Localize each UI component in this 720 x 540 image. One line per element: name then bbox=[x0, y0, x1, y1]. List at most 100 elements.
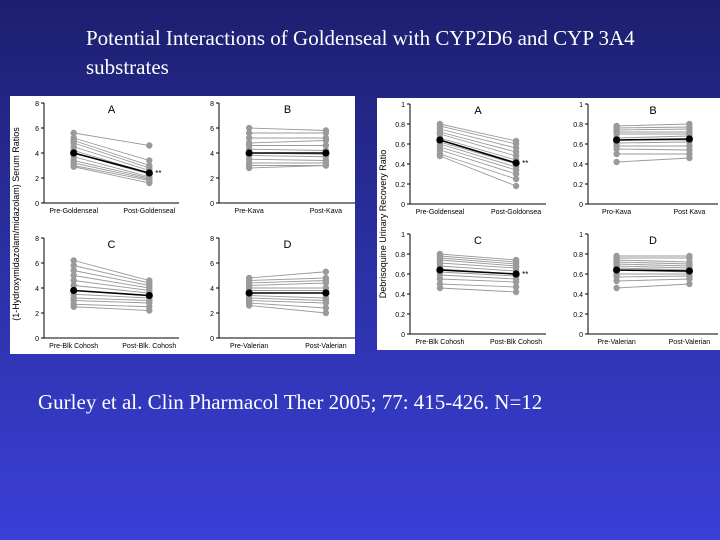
subject-line bbox=[73, 297, 150, 301]
mean-point-post bbox=[322, 289, 330, 297]
mean-point-pre bbox=[436, 136, 444, 144]
panel-b: 0 0.2 0.4 0.6 0.8 1 Pro-Kava Post Kava B bbox=[573, 102, 718, 216]
subject-point-post bbox=[322, 279, 330, 287]
subject-line bbox=[439, 265, 517, 272]
subject-line bbox=[73, 303, 150, 308]
subject-line bbox=[439, 257, 517, 265]
y-tick-label: 0.2 bbox=[395, 312, 405, 319]
y-tick-label: 0.6 bbox=[573, 142, 583, 149]
mean-line bbox=[73, 152, 150, 174]
mean-point-post bbox=[685, 135, 693, 143]
figure-left-chart: (1-Hydroxymidazolam/midazolam) Serum Rat… bbox=[11, 101, 355, 350]
x-category-label: Post-Valerian bbox=[669, 339, 711, 346]
y-tick-label: 0.2 bbox=[395, 182, 405, 189]
y-tick-label: 8 bbox=[210, 236, 214, 243]
subject-point-pre bbox=[245, 164, 253, 172]
y-tick-label: 1 bbox=[579, 102, 583, 109]
panel-c: 0 2 4 6 8 Pre-Blk Cohosh Post-Blk. Cohosh C bbox=[35, 236, 179, 350]
subject-point-pre bbox=[70, 262, 77, 269]
x-category-label: Post-Goldenseal bbox=[123, 208, 175, 215]
subject-point-pre bbox=[70, 277, 77, 284]
subject-point-post bbox=[146, 157, 153, 164]
subject-line bbox=[616, 265, 690, 269]
subject-line bbox=[249, 158, 326, 161]
subject-line bbox=[439, 128, 517, 149]
y-tick-label: 1 bbox=[579, 232, 583, 239]
subject-line bbox=[616, 123, 690, 127]
subject-line bbox=[249, 282, 326, 286]
subject-line bbox=[73, 162, 150, 180]
panel-label: B bbox=[649, 105, 656, 117]
x-category-label: Pre-Valerian bbox=[230, 343, 268, 350]
y-tick-label: 0.6 bbox=[395, 142, 405, 149]
subject-point-pre bbox=[436, 284, 444, 292]
subject-line bbox=[73, 146, 150, 171]
subject-point-pre bbox=[70, 129, 77, 137]
y-tick-label: 0.6 bbox=[395, 272, 405, 279]
mean-line bbox=[616, 138, 690, 141]
y-tick-label: 8 bbox=[35, 101, 39, 108]
x-category-label: Post-Blk. Cohosh bbox=[122, 343, 176, 350]
panel-label: A bbox=[474, 105, 482, 117]
panel-b: 0 2 4 6 8 Pre-Kava Post-Kava B bbox=[210, 101, 355, 215]
subject-point-pre bbox=[613, 150, 620, 158]
y-tick-label: 6 bbox=[35, 126, 39, 133]
x-category-label: Pre-Valerian bbox=[597, 339, 635, 346]
subject-line bbox=[439, 255, 517, 263]
y-axis-title: Debrisoquine Urinary Recovery Ratio bbox=[378, 150, 388, 299]
x-category-label: Post-Goldonsea bbox=[491, 209, 541, 216]
y-tick-label: 0 bbox=[579, 332, 583, 339]
subject-line bbox=[73, 165, 150, 181]
subject-line bbox=[249, 140, 326, 144]
subject-line bbox=[616, 261, 690, 265]
subject-point-post bbox=[512, 182, 520, 190]
panel-label: B bbox=[284, 104, 291, 116]
mean-point-post bbox=[322, 149, 330, 157]
subject-point-post bbox=[322, 299, 330, 307]
x-category-label: Post Kava bbox=[673, 209, 705, 216]
subject-point-post bbox=[322, 309, 330, 317]
subject-line bbox=[616, 263, 690, 267]
subject-line bbox=[73, 306, 150, 311]
y-tick-label: 8 bbox=[210, 101, 214, 108]
subject-line bbox=[439, 278, 517, 283]
y-tick-label: 0.2 bbox=[573, 312, 583, 319]
y-tick-label: 0.4 bbox=[573, 292, 583, 299]
subject-point-post bbox=[146, 179, 153, 187]
subject-point-post bbox=[322, 129, 330, 137]
subject-point-pre bbox=[70, 257, 77, 264]
mean-line bbox=[73, 289, 150, 297]
panel-label: D bbox=[649, 235, 657, 247]
subject-point-pre bbox=[245, 134, 253, 142]
subject-line bbox=[73, 160, 150, 179]
subject-point-pre bbox=[245, 124, 253, 132]
x-category-label: Post-Kava bbox=[310, 208, 342, 215]
figure-left: (1-Hydroxymidazolam/midazolam) Serum Rat… bbox=[10, 96, 355, 354]
subject-point-pre bbox=[613, 284, 620, 292]
subject-line bbox=[249, 271, 326, 279]
mean-point-pre bbox=[70, 286, 78, 295]
y-tick-label: 4 bbox=[35, 286, 39, 293]
subject-point-post bbox=[686, 275, 693, 283]
y-tick-label: 4 bbox=[35, 151, 39, 158]
y-tick-label: 0 bbox=[210, 336, 214, 343]
subject-point-post bbox=[322, 162, 330, 169]
mean-point-post bbox=[685, 267, 693, 275]
subject-line bbox=[439, 125, 517, 145]
subject-line bbox=[439, 123, 517, 142]
subject-line bbox=[439, 287, 517, 293]
y-tick-label: 0.6 bbox=[573, 272, 583, 279]
mean-point-pre bbox=[245, 289, 253, 297]
y-tick-label: 6 bbox=[210, 261, 214, 268]
y-tick-label: 2 bbox=[35, 311, 39, 318]
subject-point-post bbox=[322, 137, 330, 144]
y-tick-label: 0.4 bbox=[395, 292, 405, 299]
subject-line bbox=[439, 153, 517, 180]
mean-line bbox=[616, 269, 690, 272]
subject-point-pre bbox=[613, 158, 620, 166]
subject-line bbox=[73, 270, 150, 286]
subject-line bbox=[616, 135, 690, 139]
y-tick-label: 1 bbox=[401, 232, 405, 239]
subject-point-pre bbox=[613, 145, 620, 153]
subject-line bbox=[73, 140, 150, 166]
